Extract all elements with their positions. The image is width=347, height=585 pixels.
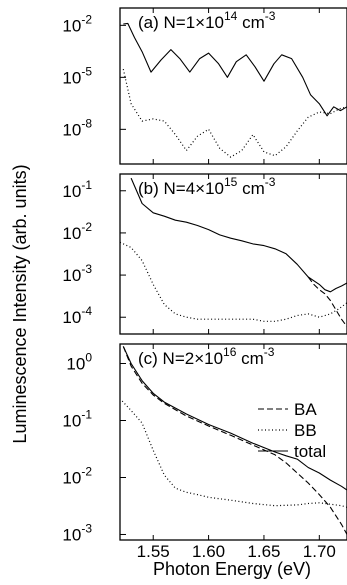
- panel-frame: [119, 7, 347, 165]
- panel-label: (b) N=4×1015 cm-3: [138, 175, 276, 198]
- panel-label: (c) N=2×1016 cm-3: [138, 345, 275, 368]
- x-axis: 1.55 1.60 1.65 1.70: [137, 542, 336, 561]
- y-tick-label: 10-2: [62, 12, 92, 35]
- y-tick-label: 10-4: [62, 304, 92, 327]
- panel-c: 100 10-1 10-2 10-3 (c) N=2×1016 cm-3: [62, 343, 347, 544]
- panel-frame: [119, 173, 347, 335]
- y-tick-label: 10-2: [62, 464, 92, 487]
- series-line-solid: [123, 22, 347, 117]
- x-tick-label: 1.60: [192, 542, 225, 561]
- y-tick-label: 10-1: [62, 408, 92, 431]
- y-tick-label: 10-1: [62, 178, 92, 201]
- legend: BA BB total: [258, 400, 326, 461]
- y-tick-label: 10-8: [62, 116, 92, 139]
- panel-label: (a) N=1×1014 cm-3: [138, 9, 276, 32]
- series-line-dotted: [120, 241, 347, 322]
- y-tick-label: 10-5: [62, 64, 92, 87]
- legend-label-BA: BA: [294, 400, 317, 419]
- x-axis-label: Photon Energy (eV): [153, 559, 311, 579]
- y-tick-label: 100: [66, 351, 92, 374]
- panel-a: 10-2 10-5 10-8 (a) N=1×1014 cm-3: [62, 7, 347, 165]
- series-line-dashed: [307, 276, 347, 327]
- legend-label-total: total: [294, 442, 326, 461]
- y-axis-label: Luminescence Intensity (arb. units): [10, 164, 30, 443]
- y-tick-label: 10-3: [62, 262, 92, 285]
- x-tick-label: 1.65: [247, 542, 280, 561]
- series-line-solid: [130, 177, 347, 293]
- panel-b: 10-1 10-2 10-3 10-4 (b) N=4×1015 cm-3: [62, 173, 347, 335]
- x-tick-label: 1.70: [303, 542, 336, 561]
- series-line-dotted: [122, 68, 347, 158]
- y-tick-label: 10-3: [62, 521, 92, 544]
- series-line-total: [122, 346, 347, 491]
- y-tick-label: 10-2: [62, 220, 92, 243]
- x-tick-label: 1.55: [137, 542, 170, 561]
- legend-label-BB: BB: [294, 421, 317, 440]
- series-line-BA: [122, 346, 347, 535]
- panel-frame: [119, 343, 347, 541]
